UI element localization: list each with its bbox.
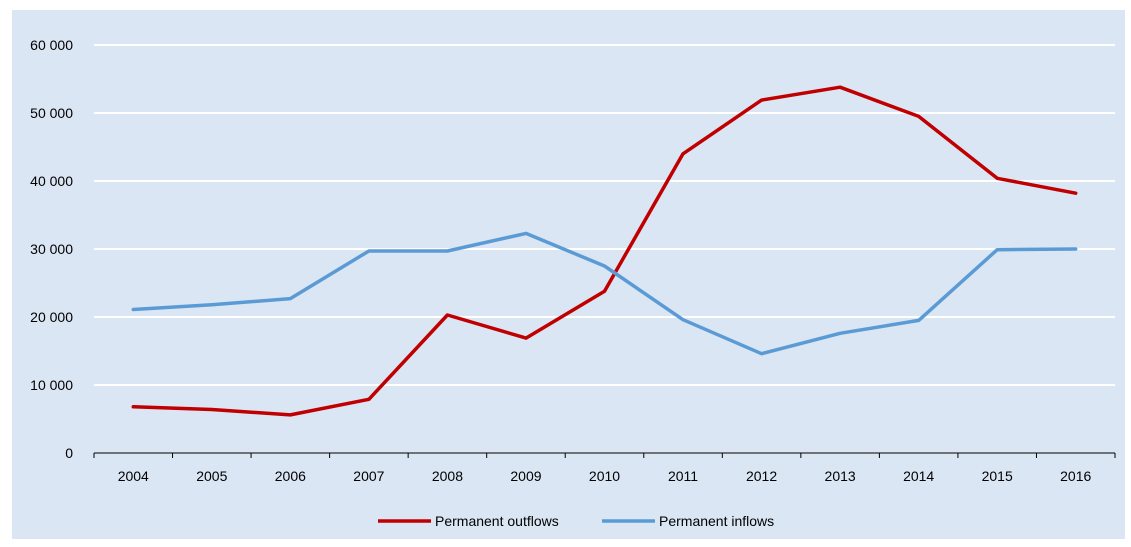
y-tick-label: 50 000 [30,105,73,121]
y-tick-label: 0 [65,445,73,461]
y-tick-label: 30 000 [30,241,73,257]
y-tick-label: 20 000 [30,309,73,325]
x-tick-label: 2015 [982,468,1013,484]
x-tick-label: 2012 [746,468,777,484]
series-line-1 [131,85,1078,417]
y-tick-label: 60 000 [30,37,73,53]
y-tick-label: 10 000 [30,377,73,393]
legend-label-1: Permanent outflows [435,513,559,529]
x-tick-label: 2013 [825,468,856,484]
x-tick-label: 2008 [432,468,463,484]
x-tick-label: 2006 [275,468,306,484]
series-line-2 [131,231,1078,356]
x-tick-label: 2011 [668,468,698,484]
legend-label-2: Permanent inflows [659,513,774,529]
x-tick-label: 2010 [589,468,620,484]
y-tick-label: 40 000 [30,173,73,189]
x-tick-label: 2014 [903,468,934,484]
x-tick-label: 2007 [353,468,384,484]
x-tick-label: 2004 [118,468,149,484]
x-tick-label: 2016 [1060,468,1091,484]
x-tick-label: 2005 [196,468,227,484]
chart-panel [12,10,1125,539]
x-tick-label: 2009 [510,468,541,484]
